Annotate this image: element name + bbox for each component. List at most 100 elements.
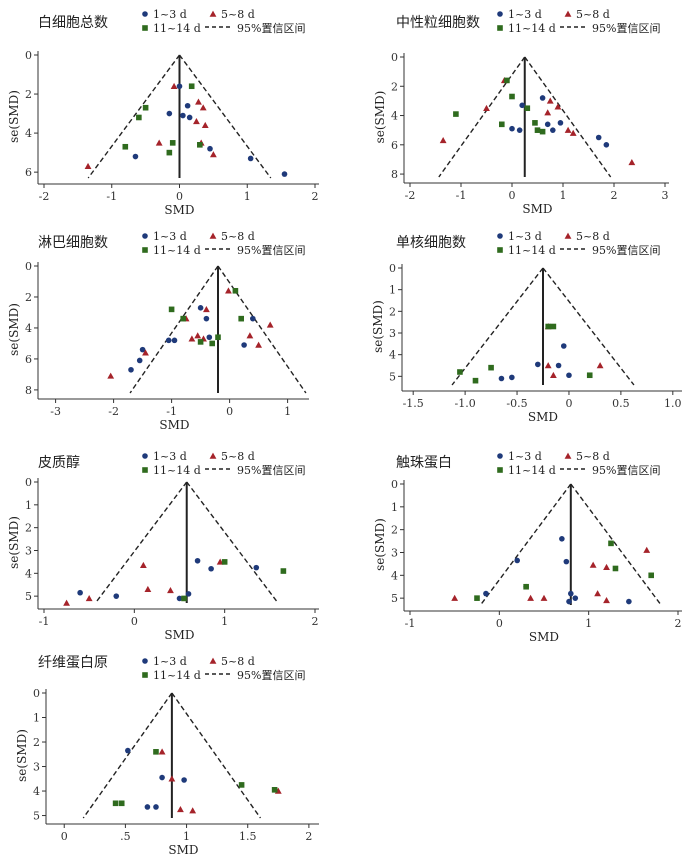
legend-label: 5~8 d <box>576 230 610 243</box>
data-point <box>453 111 459 117</box>
data-point <box>612 565 619 572</box>
x-tick-label: -1.0 <box>455 397 476 410</box>
data-point <box>540 594 548 601</box>
data-point <box>155 139 163 146</box>
ci-left-line <box>438 56 526 178</box>
legend-marker <box>142 672 148 678</box>
panel-title: 单核细胞数 <box>396 235 466 251</box>
legend-label: 95%置信区间 <box>237 244 305 257</box>
data-point <box>208 565 214 572</box>
data-point <box>544 109 552 116</box>
ci-left-line <box>451 267 544 386</box>
data-point <box>516 127 523 133</box>
data-point <box>539 95 546 101</box>
y-tick-label: 2 <box>391 524 398 537</box>
data-point <box>241 342 247 348</box>
y-tick-label: 2 <box>33 736 40 749</box>
data-point <box>554 103 562 110</box>
legend-label: 1~3 d <box>508 450 542 463</box>
legend-marker <box>142 233 148 239</box>
data-point <box>250 315 256 322</box>
data-point <box>195 98 202 105</box>
data-point <box>209 340 215 347</box>
data-point <box>608 540 614 547</box>
legend-label: 11~14 d <box>153 244 201 257</box>
data-point <box>165 337 172 344</box>
data-point <box>139 346 146 353</box>
ci-left-line <box>94 481 188 604</box>
data-point <box>128 366 134 373</box>
data-point <box>203 305 210 313</box>
legend-label: 5~8 d <box>221 655 255 668</box>
x-tick-label: 1 <box>221 615 228 628</box>
x-tick-label: 2 <box>675 617 682 630</box>
data-point <box>144 585 152 593</box>
data-point <box>628 158 636 166</box>
y-tick-label: 4 <box>391 569 398 582</box>
data-point <box>523 583 529 590</box>
data-point <box>539 128 546 135</box>
data-point <box>560 343 567 349</box>
data-point <box>169 140 176 146</box>
data-point <box>176 83 183 90</box>
legend-label: 1~3 d <box>508 230 542 243</box>
data-point <box>181 777 187 783</box>
data-point <box>509 125 515 132</box>
data-point <box>483 104 490 111</box>
data-point <box>232 287 239 294</box>
data-point <box>118 800 125 807</box>
legend-marker <box>497 233 503 239</box>
data-point <box>207 145 213 152</box>
x-tick-label: 0 <box>565 397 572 410</box>
data-point <box>186 114 193 121</box>
ci-right-line <box>186 481 279 604</box>
y-tick-label: 2 <box>25 291 32 304</box>
y-tick-label: 4 <box>391 110 398 123</box>
x-axis-label: SMD <box>522 202 552 216</box>
legend: 1~3 d 5~8 d 11~14 d 95%置信区间 <box>142 230 305 257</box>
data-point <box>603 563 610 571</box>
x-tick-label: 1.5 <box>239 830 257 843</box>
legend: 1~3 d 5~8 d 11~14 d 95%置信区间 <box>497 230 660 257</box>
x-tick-label: -1 <box>106 190 117 203</box>
data-point <box>524 105 531 112</box>
data-point <box>544 121 551 128</box>
x-tick-label: .5 <box>120 830 131 843</box>
ci-left-line <box>82 692 173 819</box>
data-point <box>566 598 572 605</box>
x-tick-label: -2 <box>39 190 50 203</box>
y-tick-label: 2 <box>25 88 32 101</box>
legend-marker <box>142 453 148 459</box>
y-tick-label: 2 <box>389 305 396 318</box>
x-tick-label: 2 <box>312 615 319 628</box>
data-point <box>545 323 551 330</box>
ci-right-line <box>570 483 662 606</box>
data-point <box>451 594 459 601</box>
data-point <box>180 112 186 119</box>
y-axis-label: se(SMD) <box>373 91 387 144</box>
legend-label: 11~14 d <box>153 669 201 682</box>
y-tick-label: 5 <box>391 592 398 605</box>
data-point <box>569 129 577 136</box>
ci-right-line <box>542 267 635 386</box>
funnel-plot-panel: 触珠蛋白 1~3 d 5~8 d 11~14 d 95%置信区间 -1 0 1 2 0 1 2 3 4 5 S… <box>373 450 682 644</box>
legend-label: 5~8 d <box>221 230 255 243</box>
data-point <box>209 151 217 158</box>
data-point <box>563 558 570 565</box>
data-point <box>648 572 654 579</box>
legend-label: 1~3 d <box>153 655 187 668</box>
y-tick-label: 2 <box>391 80 398 93</box>
data-point <box>113 593 120 599</box>
y-axis-label: se(SMD) <box>7 516 21 569</box>
data-point <box>206 334 213 341</box>
legend-label: 95%置信区间 <box>237 669 305 682</box>
data-point <box>142 349 149 356</box>
funnel-plot-panel: 中性粒细胞数 1~3 d 5~8 d 11~14 d 95%置信区间 -2 -1 0 1 2 3 0 2… <box>373 8 669 216</box>
data-point <box>132 153 139 160</box>
data-point <box>112 800 119 807</box>
legend: 1~3 d 5~8 d 11~14 d 95%置信区间 <box>142 8 305 35</box>
data-point <box>514 557 520 564</box>
legend-label: 1~3 d <box>508 8 542 21</box>
panel-title: 皮质醇 <box>38 454 80 471</box>
data-point <box>280 568 287 574</box>
